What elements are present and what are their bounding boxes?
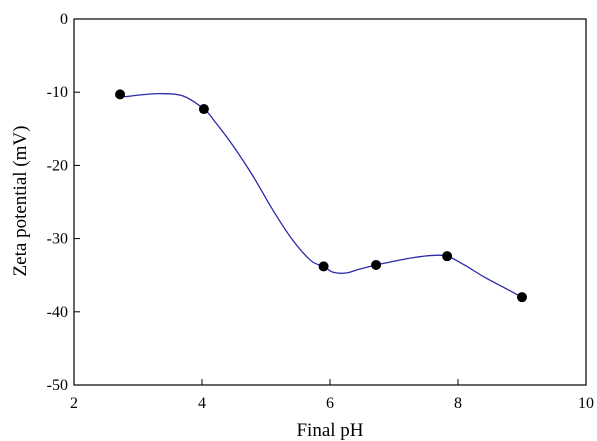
data-point	[115, 89, 126, 100]
y-tick-label: -20	[47, 157, 68, 174]
x-axis-title: Final pH	[296, 420, 363, 441]
y-axis-title: Zeta potential (mV)	[10, 126, 31, 277]
x-tick-label: 8	[454, 395, 462, 412]
data-point	[517, 292, 527, 303]
x-tick-label: 10	[578, 395, 594, 412]
plot-frame	[73, 18, 587, 386]
y-tick-label: -10	[47, 84, 68, 101]
y-tick-label: -30	[47, 231, 68, 248]
x-tick-label: 6	[326, 395, 334, 412]
data-point	[442, 251, 453, 262]
data-point	[198, 104, 209, 115]
x-tick-label: 4	[198, 395, 206, 412]
y-tick-label: -40	[47, 304, 68, 321]
y-tick-label: 0	[60, 11, 68, 28]
data-point	[371, 259, 382, 270]
x-tick-label: 2	[70, 395, 78, 412]
y-tick-label: -50	[47, 377, 68, 394]
data-point	[318, 261, 329, 272]
